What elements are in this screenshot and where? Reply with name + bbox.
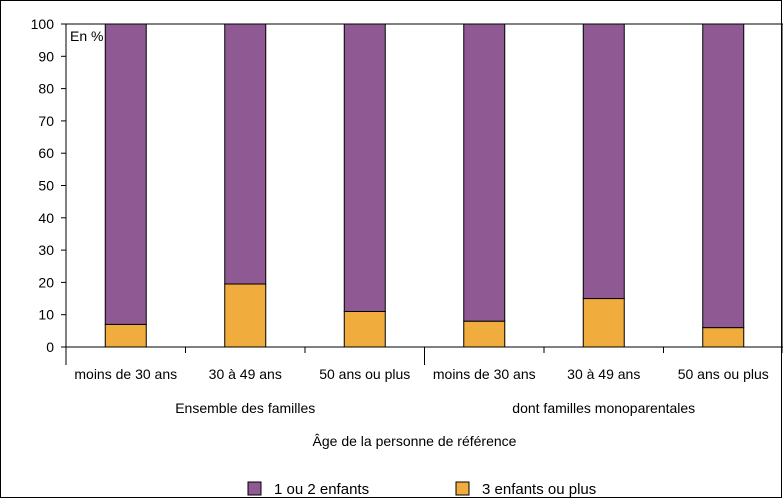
plot-area [65, 23, 783, 348]
x-tick-label: moins de 30 ans [433, 366, 536, 382]
bar-one-or-two-children [463, 23, 506, 322]
y-tick-label: 50 [38, 178, 54, 194]
x-tick-label: 30 à 49 ans [209, 366, 282, 382]
bar-three-or-more-children [343, 310, 386, 348]
y-tick-label: 30 [38, 242, 54, 258]
x-tick-label: 30 à 49 ans [567, 366, 640, 382]
group-label: dont familles monoparentales [512, 400, 695, 416]
legend-label: 1 ou 2 enfants [274, 481, 369, 498]
y-tick-label: 80 [38, 81, 54, 97]
bar-one-or-two-children [343, 23, 386, 312]
bar-one-or-two-children [702, 23, 745, 329]
bar-three-or-more-children [582, 298, 625, 348]
unit-label: En % [70, 28, 103, 44]
y-tick-label: 10 [38, 307, 54, 323]
bar-three-or-more-children [224, 283, 267, 348]
bar-three-or-more-children [463, 320, 506, 348]
bar-three-or-more-children [104, 323, 147, 348]
x-axis-title: Âge de la personne de référence [313, 433, 517, 449]
legend-swatch [247, 481, 262, 496]
y-tick-label: 100 [31, 16, 55, 32]
legend-label: 3 enfants ou plus [482, 481, 596, 498]
x-tick-label: moins de 30 ans [74, 366, 177, 382]
bar-three-or-more-children [702, 327, 745, 348]
group-label: Ensemble des familles [175, 400, 315, 416]
bar-one-or-two-children [104, 23, 147, 325]
legend-swatch [455, 481, 470, 496]
y-tick-label: 40 [38, 210, 54, 226]
y-tick-label: 60 [38, 145, 54, 161]
bar-one-or-two-children [224, 23, 267, 285]
x-tick-label: 50 ans ou plus [319, 366, 410, 382]
y-tick-label: 20 [38, 274, 54, 290]
y-tick-label: 70 [38, 113, 54, 129]
y-tick-label: 0 [46, 339, 54, 355]
x-tick-label: 50 ans ou plus [678, 366, 769, 382]
bar-one-or-two-children [582, 23, 625, 300]
y-tick-label: 90 [38, 48, 54, 64]
